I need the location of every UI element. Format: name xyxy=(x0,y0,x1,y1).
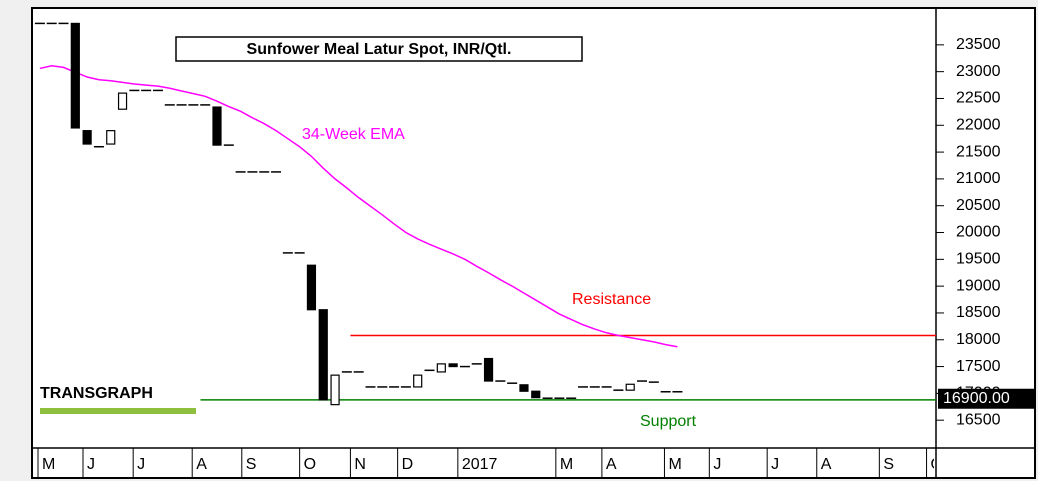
chart-frame xyxy=(31,7,1036,479)
x-tick-label: J xyxy=(87,456,95,473)
y-tick-label: 18500 xyxy=(956,304,1001,321)
candle xyxy=(483,357,494,382)
y-tick-label: 20000 xyxy=(956,224,1001,241)
x-tick-label: M xyxy=(560,456,573,473)
y-tick-label: 22500 xyxy=(956,90,1001,107)
y-tick-label: 22000 xyxy=(956,117,1001,134)
x-tick-label: M xyxy=(668,456,681,473)
x-tick-label: J xyxy=(771,456,779,473)
y-tick-label: 23500 xyxy=(956,36,1001,53)
y-tick-label: 17500 xyxy=(956,358,1001,375)
x-tick-label: J xyxy=(713,456,721,473)
candle xyxy=(531,390,541,399)
ema-label: 34-Week EMA xyxy=(302,126,405,143)
x-tick-label: S xyxy=(883,456,894,473)
candle xyxy=(70,22,80,129)
candle xyxy=(625,383,635,391)
y-tick-label: 19000 xyxy=(956,277,1001,294)
last-price-label: 16900.00 xyxy=(943,390,1010,407)
candle xyxy=(82,130,92,145)
y-tick-label: 21500 xyxy=(956,143,1001,160)
chart-title: Sunfower Meal Latur Spot, INR/Qtl. xyxy=(247,41,512,58)
x-tick-label: S xyxy=(246,456,257,473)
ema-line xyxy=(39,65,678,348)
x-tick-label: J xyxy=(137,456,145,473)
candle xyxy=(212,106,222,146)
candle xyxy=(117,92,128,110)
candle xyxy=(330,374,340,406)
y-tick-label: 21000 xyxy=(956,170,1001,187)
candle xyxy=(436,363,446,373)
x-tick-label: A xyxy=(606,456,617,473)
x-tick-label: 2017 xyxy=(462,456,498,473)
x-tick-label: N xyxy=(354,456,366,473)
last-price-box xyxy=(938,388,1034,409)
candle xyxy=(106,130,116,145)
x-tick-label: A xyxy=(821,456,832,473)
y-tick-label: 20500 xyxy=(956,197,1001,214)
support-label: Support xyxy=(640,413,697,430)
y-tick-label: 16500 xyxy=(956,411,1001,428)
logo-stripe xyxy=(40,408,196,414)
candle xyxy=(448,363,458,368)
candle xyxy=(519,384,529,392)
candle xyxy=(318,309,328,401)
x-tick-label: M xyxy=(42,456,55,473)
candle xyxy=(413,374,423,388)
x-tick-label: D xyxy=(402,456,414,473)
title-box xyxy=(175,36,583,62)
logo: TRANSGRAPH xyxy=(40,385,153,402)
resistance-label: Resistance xyxy=(572,291,651,308)
x-tick-label: O xyxy=(931,456,943,473)
y-tick-label: 19500 xyxy=(956,251,1001,268)
y-tick-label: 18000 xyxy=(956,331,1001,348)
candle xyxy=(306,264,317,311)
x-tick-label: O xyxy=(304,456,316,473)
x-tick-label: A xyxy=(196,456,207,473)
y-tick-label: 23000 xyxy=(956,63,1001,80)
